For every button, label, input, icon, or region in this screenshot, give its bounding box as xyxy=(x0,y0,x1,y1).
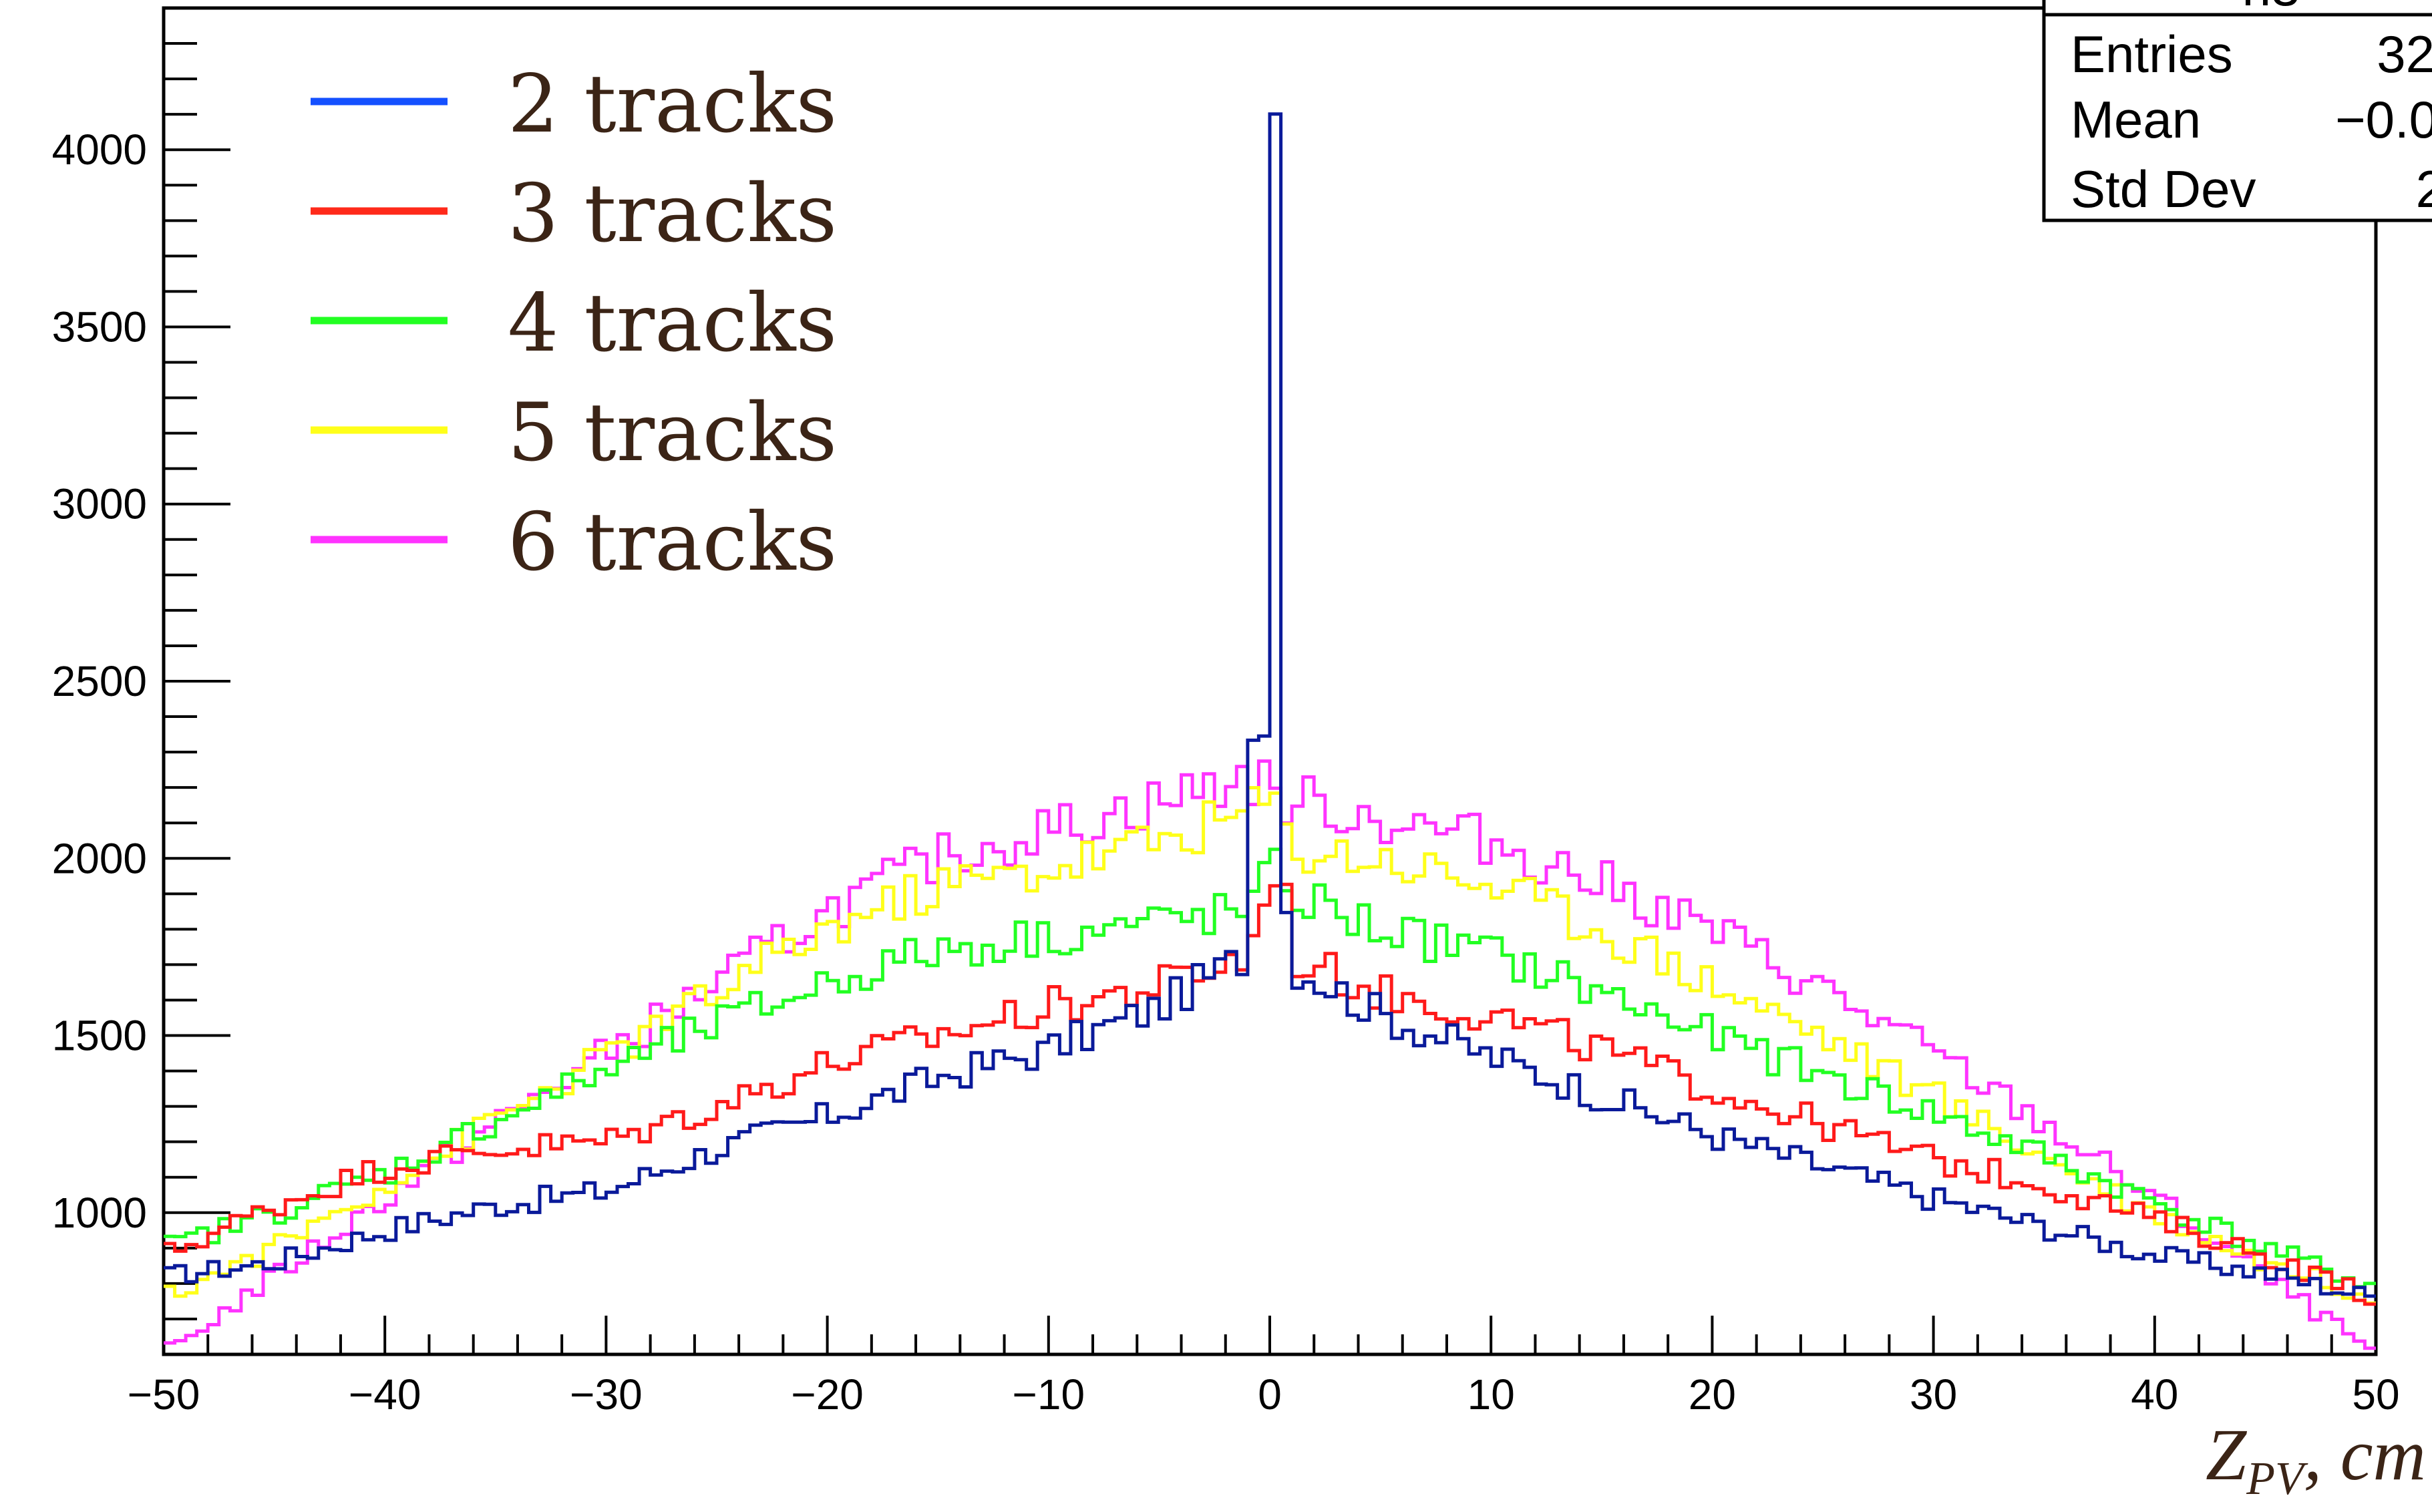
series-line-4-tracks xyxy=(164,847,2376,1289)
legend-label: 6 tracks xyxy=(508,496,837,589)
y-tick-label: 1000 xyxy=(52,1189,147,1237)
x-tick-label: 50 xyxy=(2352,1370,2399,1419)
y-tick-label: 4000 xyxy=(52,126,147,174)
stats-box: h3 Entries 32 Mean −0.0 Std Dev 2 xyxy=(2042,0,2432,222)
series-line-3-tracks xyxy=(164,882,2376,1306)
series-layer xyxy=(164,112,2376,1350)
stats-entries-value: 32 xyxy=(2377,25,2432,83)
stats-title: h3 xyxy=(2242,0,2300,17)
series-line-5-tracks xyxy=(164,786,2376,1305)
x-tick-label: −30 xyxy=(570,1370,643,1419)
stats-stddev-label: Std Dev xyxy=(2071,160,2256,218)
y-tick-label: 3500 xyxy=(52,303,147,351)
series-line-2-tracks xyxy=(164,112,2376,1298)
legend: 2 tracks 3 tracks 4 tracks 5 tracks 6 tracks xyxy=(311,58,837,589)
x-tick-label: 10 xyxy=(1467,1370,1515,1419)
series-line-6-tracks xyxy=(164,759,2376,1350)
stats-mean-value: −0.0 xyxy=(2335,90,2432,149)
y-tick-label: 3000 xyxy=(52,480,147,528)
x-tick-label: 40 xyxy=(2131,1370,2178,1419)
x-tick-label: 20 xyxy=(1689,1370,1736,1419)
y-tick-label: 2000 xyxy=(52,834,147,882)
x-tick-label: −10 xyxy=(1013,1370,1085,1419)
legend-label: 4 tracks xyxy=(508,277,837,370)
x-tick-label: −50 xyxy=(128,1370,200,1419)
x-axis-title: ZPV, cm xyxy=(2206,1414,2426,1505)
stats-mean-label: Mean xyxy=(2071,90,2201,149)
stats-stddev-value: 2 xyxy=(2416,160,2432,218)
x-tick-label: 30 xyxy=(1910,1370,1957,1419)
y-tick-label: 1500 xyxy=(52,1012,147,1060)
x-tick-label: 0 xyxy=(1258,1370,1282,1419)
legend-label: 3 tracks xyxy=(508,168,837,260)
stats-entries-label: Entries xyxy=(2071,25,2233,83)
legend-label: 2 tracks xyxy=(508,58,837,151)
legend-label: 5 tracks xyxy=(508,387,837,480)
stats-box-frame xyxy=(2042,0,2432,222)
axis-ticks: −50 −40 −30 −20 −10 0 10 20 30 40 50 1000 1500 2000 25… xyxy=(52,42,2400,1419)
x-tick-label: −20 xyxy=(791,1370,864,1419)
y-tick-label: 2500 xyxy=(52,657,147,705)
x-tick-label: −40 xyxy=(349,1370,421,1419)
